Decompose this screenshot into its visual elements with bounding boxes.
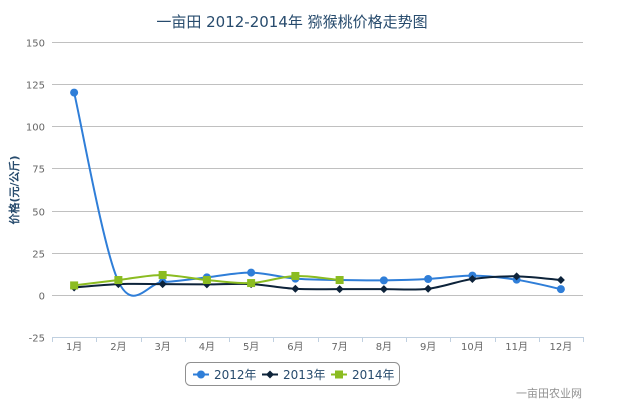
data-point [197, 370, 205, 379]
x-tick-label: 10月 [461, 341, 484, 353]
data-point [335, 276, 344, 285]
data-point [424, 284, 433, 293]
data-point [158, 280, 167, 289]
x-tick-label: 3月 [154, 341, 170, 353]
legend-item[interactable]: 2012年 [193, 368, 257, 382]
data-point [70, 281, 79, 290]
data-point [247, 279, 256, 288]
data-point [114, 276, 123, 285]
x-tick-label: 12月 [550, 341, 573, 353]
x-tick-label: 5月 [243, 341, 259, 353]
data-point [158, 270, 167, 279]
data-point [291, 271, 300, 280]
data-point [379, 276, 388, 285]
y-tick-label: 50 [32, 208, 45, 219]
x-tick-label: 9月 [420, 341, 436, 353]
legend-label: 2014年 [352, 368, 395, 382]
series-line [73, 92, 562, 297]
x-tick-label: 1月 [66, 341, 82, 353]
legend-item[interactable]: 2014年 [331, 368, 395, 382]
series-2012年 [70, 88, 565, 297]
y-tick-label: 0 [39, 292, 45, 303]
legend-box [185, 362, 400, 386]
data-point [468, 275, 477, 284]
data-point [266, 370, 274, 379]
x-tick-label: 8月 [376, 341, 392, 353]
chart-title: 一亩田 2012-2014年 猕猴桃价格走势图 [156, 13, 427, 31]
data-point [556, 276, 565, 285]
legend-label: 2013年 [283, 368, 326, 382]
legend-label: 2012年 [214, 368, 257, 382]
x-tick-label: 7月 [331, 341, 347, 353]
y-tick-label: 125 [26, 81, 45, 92]
y-tick-label: -25 [29, 334, 45, 345]
credit: 一亩田农业网 [516, 386, 582, 400]
x-tick-label: 4月 [199, 341, 215, 353]
data-point [247, 268, 256, 277]
legend: 2012年 2013年 2014年 [185, 362, 400, 386]
x-tick-label: 2月 [110, 341, 126, 353]
series-2014年 [70, 270, 344, 290]
data-point [70, 88, 79, 97]
x-tick-label: 6月 [287, 341, 303, 353]
data-point [335, 285, 344, 294]
legend-item[interactable]: 2013年 [262, 368, 326, 382]
y-tick-label: 100 [26, 123, 45, 134]
y-axis-label: 价格(元/公斤) [7, 155, 21, 224]
data-point [202, 276, 211, 285]
data-point [556, 285, 565, 294]
y-tick-label: 150 [26, 39, 45, 50]
data-point [424, 275, 433, 284]
y-tick-label: 25 [32, 250, 45, 261]
y-tick-label: 75 [32, 165, 45, 176]
data-point [512, 272, 521, 281]
x-tick-label: 11月 [505, 341, 528, 353]
data-point [291, 284, 300, 293]
data-point [379, 285, 388, 294]
data-point [335, 370, 343, 379]
